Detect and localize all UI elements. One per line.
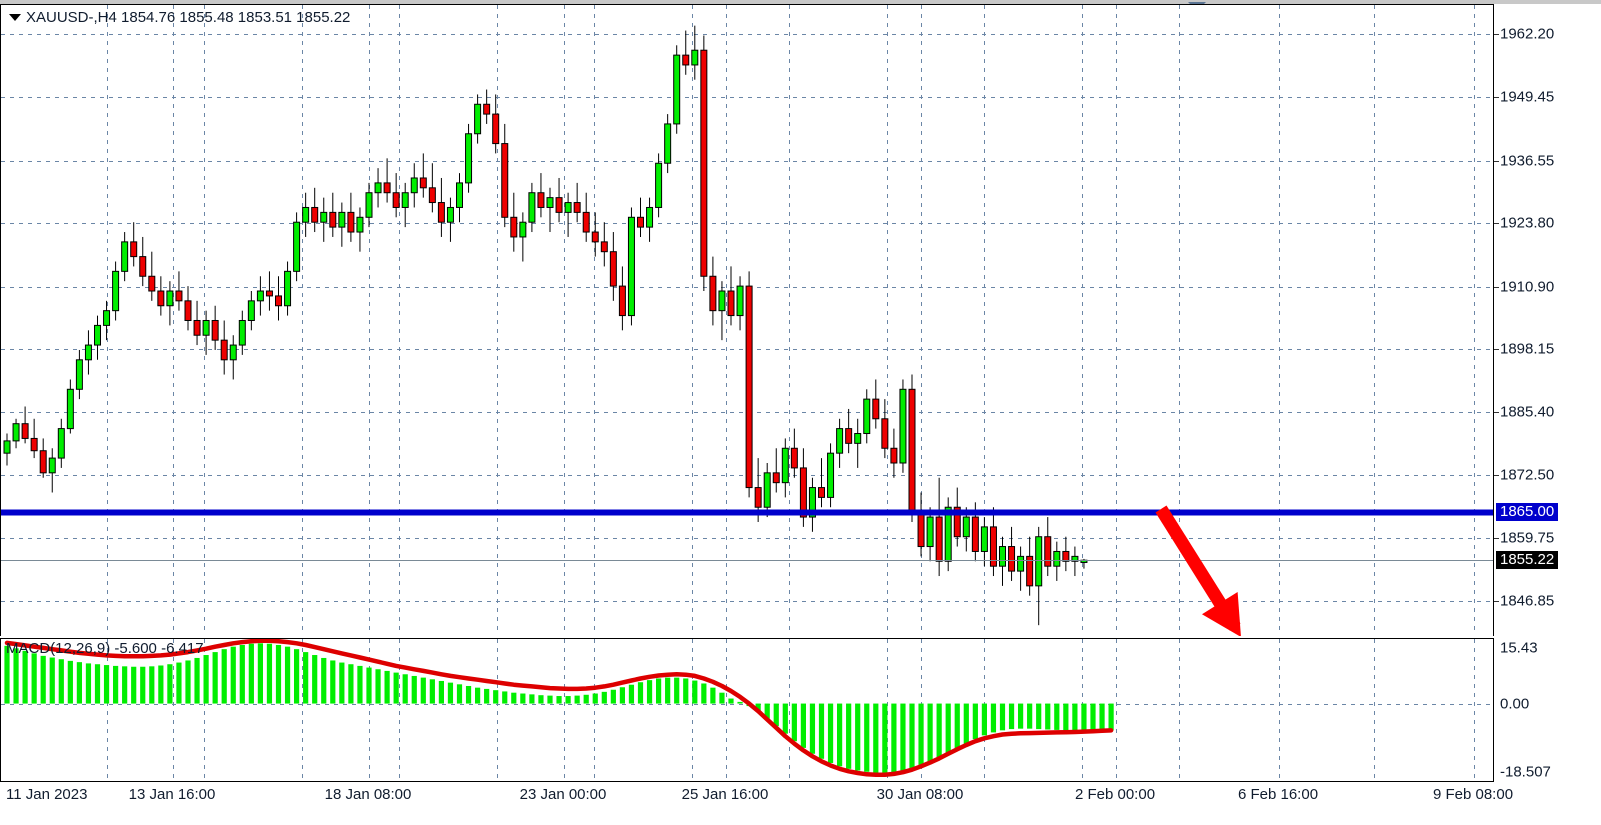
price-axis-tick: 1846.85 xyxy=(1500,592,1555,610)
time-axis-tick: 30 Jan 08:00 xyxy=(876,786,964,803)
down-arrow-annotation xyxy=(1155,505,1241,636)
macd-axis-tick: 15.43 xyxy=(1500,639,1538,657)
price-axis[interactable]: 1962.20 1949.45 1936.55 1923.80 1910.90 1898.… xyxy=(1494,4,1601,636)
price-axis-tick: 1885.40 xyxy=(1500,403,1555,421)
price-chart-canvas xyxy=(1,5,1493,636)
time-axis-tick: 9 Feb 08:00 xyxy=(1432,786,1514,803)
price-axis-tickmark xyxy=(1494,97,1499,99)
macd-indicator-pane[interactable]: MACD(12,26,9) -5.600 -6.417 xyxy=(0,638,1494,782)
price-chart-pane[interactable]: XAUUSD-,H4 1854.76 1855.48 1853.51 1855.… xyxy=(0,4,1494,636)
price-axis-tickmark xyxy=(1494,411,1499,413)
current-price-badge[interactable]: 1855.22 xyxy=(1496,551,1559,570)
symbol-ohlc-label: XAUUSD-,H4 1854.76 1855.48 1853.51 1855.… xyxy=(26,9,351,26)
time-axis-tick: 18 Jan 08:00 xyxy=(324,786,412,803)
time-axis-tick: 6 Feb 16:00 xyxy=(1237,786,1319,803)
macd-axis-tick: -18.507 xyxy=(1500,763,1551,781)
price-axis-tickmark xyxy=(1494,349,1499,351)
time-axis-tick: 11 Jan 2023 xyxy=(6,786,88,803)
price-axis-tick: 1859.75 xyxy=(1500,529,1555,547)
price-axis-tick: 1898.15 xyxy=(1500,340,1555,358)
price-axis-tickmark xyxy=(1494,537,1499,539)
price-axis-tickmark xyxy=(1494,223,1499,225)
price-axis-tick: 1962.20 xyxy=(1500,25,1555,43)
price-axis-tick: 1936.55 xyxy=(1500,152,1555,170)
horizontal-line-price-badge[interactable]: 1865.00 xyxy=(1496,503,1559,522)
price-axis-tick: 1949.45 xyxy=(1500,88,1555,106)
top-scroll-strip[interactable] xyxy=(0,0,1601,4)
price-axis-tick: 1910.90 xyxy=(1500,278,1555,296)
price-axis-tickmark xyxy=(1494,475,1499,477)
price-axis-tickmark xyxy=(1494,286,1499,288)
price-pane-header[interactable]: XAUUSD-,H4 1854.76 1855.48 1853.51 1855.… xyxy=(9,10,350,25)
time-axis-tick: 13 Jan 16:00 xyxy=(128,786,216,803)
macd-label: MACD(12,26,9) -5.600 -6.417 xyxy=(6,640,204,657)
time-axis-tick: 25 Jan 16:00 xyxy=(681,786,769,803)
price-axis-tickmark xyxy=(1494,34,1499,36)
time-axis[interactable]: 11 Jan 2023 13 Jan 16:00 18 Jan 08:00 23 Ja… xyxy=(0,782,1601,825)
time-axis-tick: 2 Feb 00:00 xyxy=(1074,786,1156,803)
macd-axis[interactable]: 15.43 0.00 -18.507 xyxy=(1494,638,1601,782)
time-axis-tick: 23 Jan 00:00 xyxy=(519,786,607,803)
price-axis-tickmark xyxy=(1494,160,1499,162)
macd-axis-tick: 0.00 xyxy=(1500,695,1530,713)
triangle-down-icon[interactable] xyxy=(9,13,21,21)
price-axis-tick: 1872.50 xyxy=(1500,466,1555,484)
price-axis-tickmark xyxy=(1494,601,1499,603)
macd-chart-canvas xyxy=(1,639,1493,781)
price-axis-tick: 1923.80 xyxy=(1500,214,1555,232)
